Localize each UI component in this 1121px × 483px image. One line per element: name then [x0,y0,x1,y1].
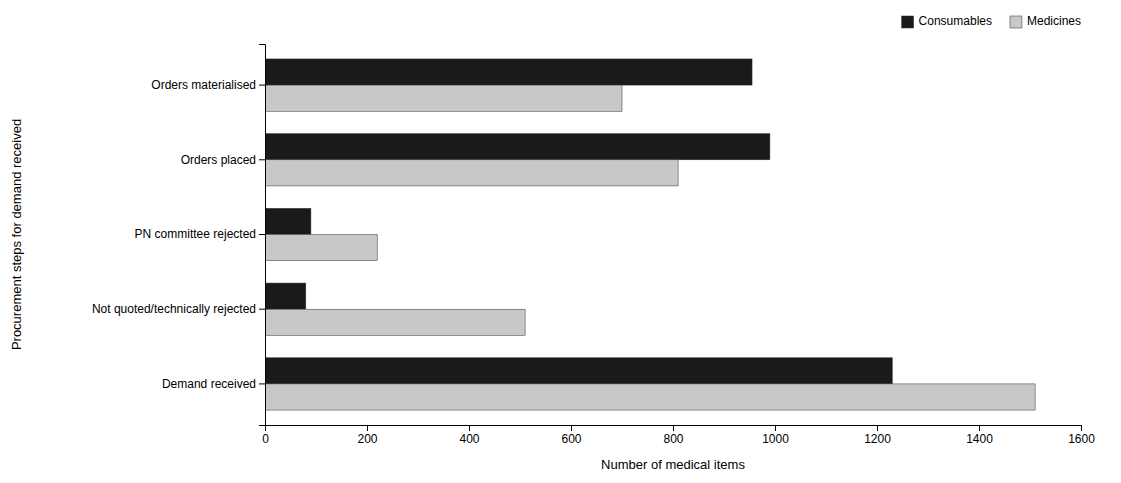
bars [265,59,1035,410]
tick-mark [259,234,265,235]
tick-mark [469,425,470,431]
x-axis: 0 200 400 600 800 1000 1200 1400 1600 [262,425,1095,446]
bar [265,283,306,309]
tick: PN committee rejected [135,227,265,241]
bar [265,59,752,85]
tick: 1400 [966,425,993,446]
legend-label: Medicines [1027,14,1081,28]
series [265,85,1035,410]
plot: 0 200 400 600 800 1000 1200 1400 1600 Demand rece… [92,45,1095,446]
tick-mark [1081,425,1082,431]
tick: Demand received [162,377,265,391]
tick-label: 1400 [966,432,993,446]
tick-label: Orders placed [181,153,256,167]
tick-label: Demand received [162,377,256,391]
legend-item: Medicines [1010,14,1081,28]
tick-mark [673,425,674,431]
legend: Consumables Medicines [902,14,1081,28]
tick-label: 800 [663,432,683,446]
legend-item: Consumables [902,14,992,28]
legend-swatch [902,16,914,28]
series [265,59,892,384]
tick-mark [259,309,265,310]
bar [265,309,525,335]
tick-label: Orders materialised [151,78,256,92]
tick-label: 1600 [1068,432,1095,446]
tick-label: 200 [357,432,377,446]
bar [265,134,770,160]
tick: 1000 [762,425,789,446]
bar [265,85,622,111]
y-axis-title: Procurement steps for demand received [9,119,24,350]
tick-mark [259,383,265,384]
tick: 600 [561,425,581,446]
tick-label: 600 [561,432,581,446]
chart: 0 200 400 600 800 1000 1200 1400 1600 Demand rece… [0,0,1121,483]
tick-label: 400 [459,432,479,446]
tick-mark [259,85,265,86]
tick-mark [571,425,572,431]
bar [265,384,1035,410]
bar [265,208,311,234]
legend-label: Consumables [919,14,992,28]
axis-line [259,45,266,426]
tick-mark [979,425,980,431]
tick-label: Not quoted/technically rejected [92,302,256,316]
tick: 800 [663,425,683,446]
tick-label: 1200 [864,432,891,446]
bar [265,235,377,261]
tick: Orders materialised [151,78,265,92]
bar [265,160,678,186]
tick: Not quoted/technically rejected [92,302,265,316]
tick: 0 [262,425,269,446]
tick-mark [775,425,776,431]
legend-swatch [1010,16,1022,28]
tick: 1200 [864,425,891,446]
tick-label: 0 [262,432,269,446]
tick: Orders placed [181,153,265,167]
y-axis: Demand received Not quoted/technically re… [92,45,266,426]
tick-label: 1000 [762,432,789,446]
tick-mark [367,425,368,431]
tick: 200 [357,425,377,446]
axis-line [266,426,1082,432]
tick-mark [877,425,878,431]
tick-mark [259,159,265,160]
tick: 1600 [1068,425,1095,446]
tick-label: PN committee rejected [135,227,256,241]
tick: 400 [459,425,479,446]
bar [265,358,892,384]
x-axis-title: Number of medical items [601,457,745,472]
